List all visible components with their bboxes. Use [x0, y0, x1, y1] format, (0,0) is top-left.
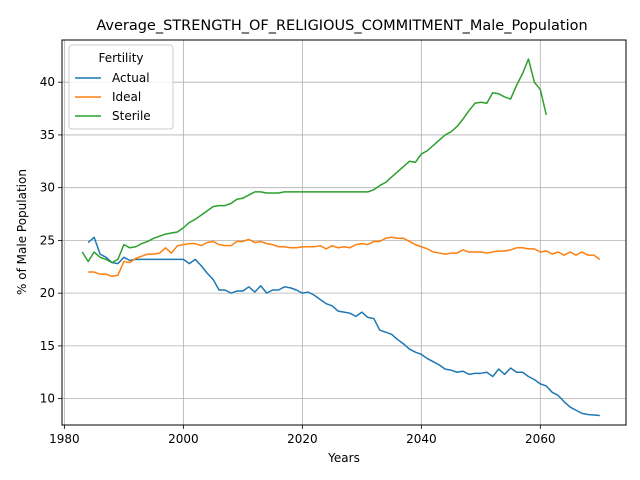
legend: Fertility Actual Ideal Sterile	[68, 44, 174, 130]
legend-label-actual: Actual	[112, 71, 150, 85]
series-lines	[81, 58, 601, 417]
x-tick-label: 2020	[287, 432, 318, 446]
series-line-sterile	[81, 58, 548, 264]
chart-title: Average_STRENGTH_OF_RELIGIOUS_COMMITMENT…	[96, 18, 587, 34]
y-tick-label: 25	[40, 233, 55, 247]
legend-box	[68, 44, 174, 130]
y-tick-label: 20	[40, 286, 55, 300]
y-tick-label: 35	[40, 128, 55, 142]
series-line-actual	[87, 236, 600, 417]
legend-label-ideal: Ideal	[112, 90, 141, 104]
x-tick-label: 2060	[525, 432, 556, 446]
axis-ticks: 1980 2000 2020 2040 2060 10 15 20 25 30 35 40	[40, 75, 556, 446]
legend-label-sterile: Sterile	[112, 109, 151, 123]
y-tick-label: 40	[40, 75, 55, 89]
y-tick-label: 15	[40, 339, 55, 353]
x-tick-label: 1980	[49, 432, 80, 446]
x-axis-label: Years	[327, 451, 360, 465]
legend-title: Fertility	[98, 51, 143, 65]
y-tick-label: 30	[40, 181, 55, 195]
legend-items: Actual Ideal Sterile	[75, 71, 151, 123]
plot-frame	[61, 39, 627, 426]
x-tick-label: 2000	[168, 432, 199, 446]
y-tick-label: 10	[40, 392, 55, 406]
x-tick-label: 2040	[406, 432, 437, 446]
grid-lines	[62, 40, 626, 425]
series-line-ideal	[88, 236, 601, 278]
y-axis-label: % of Male Population	[15, 169, 29, 295]
